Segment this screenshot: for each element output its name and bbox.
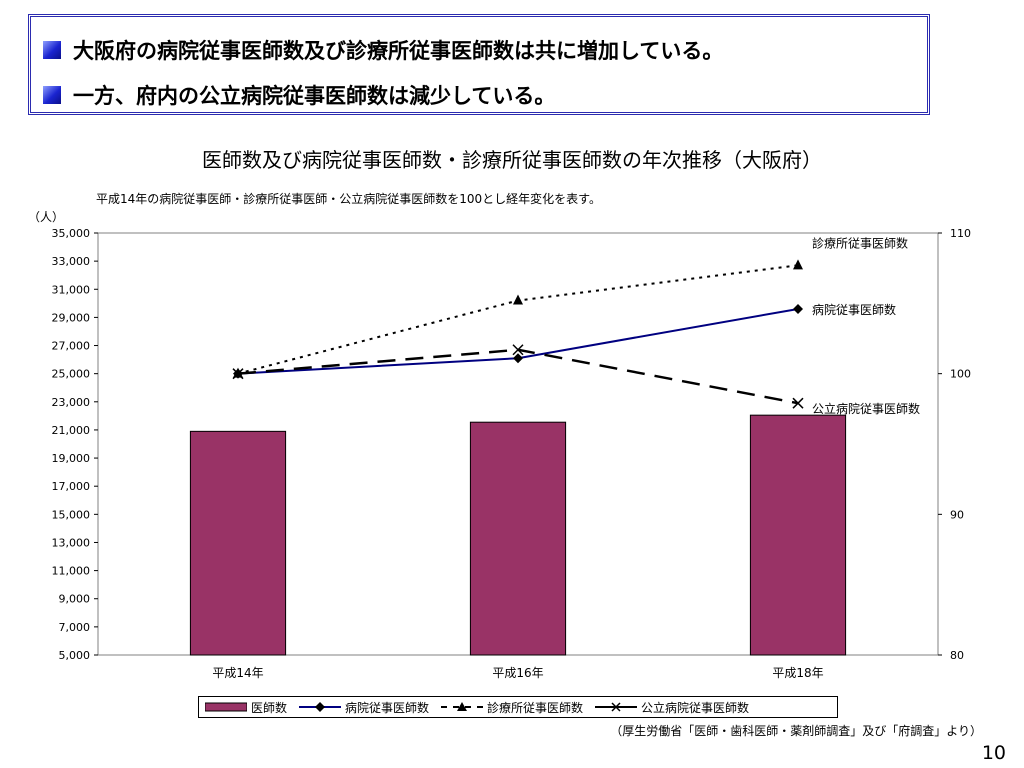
diamond-marker bbox=[513, 353, 523, 364]
legend-item-doctors: 医師数 bbox=[205, 699, 287, 716]
legend-bar-swatch bbox=[205, 702, 247, 712]
left-axis-tick-label: 5,000 bbox=[59, 649, 91, 662]
series-annotation: 病院従事医師数 bbox=[812, 302, 896, 317]
right-axis-tick-label: 110 bbox=[950, 227, 971, 240]
left-axis-tick-label: 21,000 bbox=[52, 424, 91, 437]
bullet-square-icon bbox=[43, 86, 61, 104]
legend-label: 病院従事医師数 bbox=[345, 700, 430, 715]
legend-x-line-swatch bbox=[595, 702, 638, 712]
right-axis-tick-label: 90 bbox=[950, 508, 964, 521]
left-axis-tick-label: 27,000 bbox=[52, 340, 91, 353]
bar-doctors bbox=[469, 421, 567, 656]
left-axis-tick-label: 25,000 bbox=[52, 368, 91, 381]
legend-triangle-line-swatch bbox=[441, 702, 484, 711]
x-marker bbox=[232, 368, 244, 380]
summary-box: 大阪府の病院従事医師数及び診療所従事医師数は共に増加している。 一方、府内の公立… bbox=[28, 14, 930, 115]
summary-line-1: 大阪府の病院従事医師数及び診療所従事医師数は共に増加している。 bbox=[43, 35, 723, 65]
left-axis-tick-label: 9,000 bbox=[59, 593, 91, 606]
summary-line-2: 一方、府内の公立病院従事医師数は減少している。 bbox=[43, 80, 555, 110]
legend-diamond-line-swatch bbox=[299, 702, 342, 712]
legend-item-clinic: 診療所従事医師数 bbox=[441, 699, 583, 716]
page-number: 10 bbox=[981, 742, 1006, 764]
x-axis-tick-label: 平成14年 bbox=[212, 666, 263, 680]
x-marker bbox=[512, 344, 524, 356]
left-axis-tick-label: 23,000 bbox=[52, 396, 91, 409]
left-axis-tick-label: 17,000 bbox=[52, 480, 91, 493]
legend-item-public: 公立病院従事医師数 bbox=[595, 699, 749, 716]
x-marker bbox=[792, 397, 804, 409]
legend-label: 公立病院従事医師数 bbox=[641, 700, 750, 715]
source-note: （厚生労働省「医師・歯科医師・薬剤師調査」及び「府調査」より） bbox=[610, 724, 982, 738]
left-axis-tick-label: 19,000 bbox=[52, 452, 91, 465]
bullet-square-icon bbox=[43, 41, 61, 59]
left-axis-tick-label: 33,000 bbox=[52, 255, 91, 268]
chart-title: 医師数及び病院従事医師数・診療所従事医師数の年次推移（大阪府） bbox=[202, 148, 822, 172]
left-axis-tick-label: 15,000 bbox=[52, 508, 91, 521]
chart-subtitle: 平成14年の病院従事医師・診療所従事医師・公立病院従事医師数を100とし経年変化… bbox=[96, 192, 601, 206]
left-axis-tick-label: 7,000 bbox=[59, 621, 91, 634]
right-axis-tick-label: 80 bbox=[950, 649, 964, 662]
diamond-marker bbox=[793, 303, 803, 314]
triangle-marker bbox=[793, 259, 803, 270]
left-axis-tick-label: 35,000 bbox=[52, 227, 91, 240]
chart-legend: 医師数 病院従事医師数 診療所従事医師数 公立病院従事医師数 bbox=[198, 696, 838, 718]
left-axis-tick-label: 11,000 bbox=[52, 565, 91, 578]
left-axis-tick-label: 29,000 bbox=[52, 311, 91, 324]
bar-doctors bbox=[189, 430, 287, 656]
right-axis-tick-label: 100 bbox=[950, 368, 971, 381]
summary-text-1: 大阪府の病院従事医師数及び診療所従事医師数は共に増加している。 bbox=[73, 39, 724, 63]
series-annotation: 公立病院従事医師数 bbox=[812, 401, 920, 416]
legend-label: 医師数 bbox=[251, 700, 288, 715]
x-axis-tick-label: 平成16年 bbox=[492, 666, 543, 680]
series-line-diamond bbox=[237, 307, 799, 375]
legend-item-hospital: 病院従事医師数 bbox=[299, 699, 429, 716]
x-axis-tick-label: 平成18年 bbox=[772, 666, 823, 680]
left-axis-unit: （人） bbox=[28, 210, 65, 224]
left-axis-tick-label: 13,000 bbox=[52, 536, 91, 549]
triangle-marker bbox=[513, 294, 523, 305]
series-annotation: 診療所従事医師数 bbox=[812, 235, 908, 250]
summary-text-2: 一方、府内の公立病院従事医師数は減少している。 bbox=[73, 84, 556, 108]
legend-label: 診療所従事医師数 bbox=[487, 700, 584, 715]
left-axis-tick-label: 31,000 bbox=[52, 283, 91, 296]
bar-doctors bbox=[749, 414, 847, 656]
